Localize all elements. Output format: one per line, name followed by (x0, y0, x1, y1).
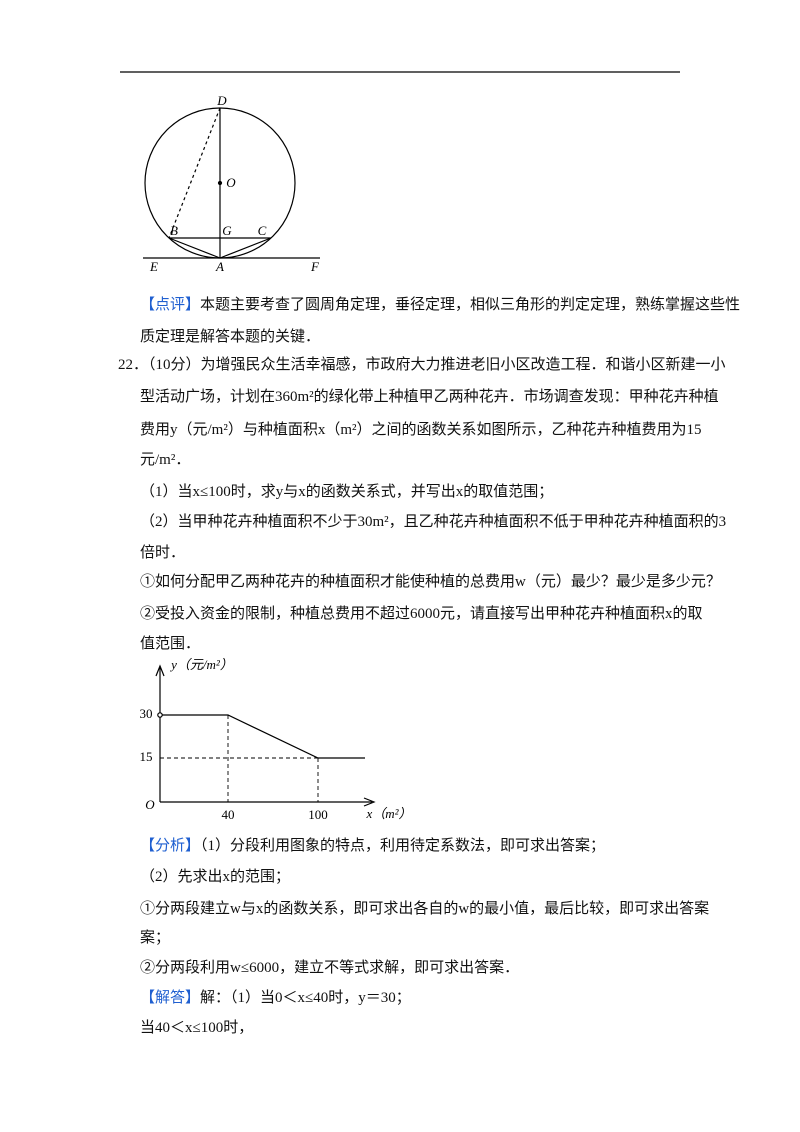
point-label: O (226, 175, 236, 190)
tick-label: 100 (308, 807, 328, 822)
axis-label: x（m²） (365, 806, 411, 821)
text: （1）当x≤100时，求y与x的函数关系式，并写出x的取值范围； (140, 484, 554, 500)
problem-score: （10分） (148, 357, 201, 373)
tick-label: 15 (140, 749, 153, 764)
text: （2）先求出x的范围； (140, 869, 291, 885)
text: 本题主要考查了圆周角定理，垂径定理，相似三角形的判定定理，熟练掌握这些性 (200, 297, 741, 313)
text: 型活动广场，计划在360m²的绿化带上种植甲乙两种花卉．市场调查发现：甲种花卉种… (140, 389, 719, 405)
text: 费用y（元/m²）与种植面积x（m²）之间的函数关系如图所示，乙种花卉种植费用为… (140, 422, 702, 438)
axis-label: y（元/m²） (169, 657, 233, 672)
point-label: G (222, 223, 232, 238)
point-label: D (216, 93, 227, 108)
text: ①如何分配甲乙两种花卉的种植面积才能使种植的总费用w（元）最少？最少是多少元？ (140, 574, 721, 590)
answer-line: 【解答】解：（1）当0＜x≤40时，y＝30； (140, 988, 411, 1008)
analysis-line: 【分析】（1）分段利用图象的特点，利用待定系数法，即可求出答案； (140, 836, 605, 856)
point-label: F (310, 259, 320, 274)
text: 当40＜x≤100时， (140, 1020, 254, 1036)
text: 为增强民众生活幸福感，市政府大力推进老旧小区改造工程．和谐小区新建一小 (200, 357, 726, 373)
point-label: C (258, 223, 267, 238)
comment-tag: 【点评】 (140, 297, 201, 313)
problem-number: 22． (118, 357, 149, 373)
answer-tag: 【解答】 (140, 990, 201, 1006)
tick-label: 30 (140, 706, 153, 721)
text: 解：（1）当0＜x≤40时，y＝30； (200, 990, 411, 1006)
text: （2）当甲种花卉种植面积不少于30m²，且乙种花卉种植面积不低于甲种花卉种植面积… (140, 514, 727, 530)
text: ②分两段利用w≤6000，建立不等式求解，即可求出答案． (140, 960, 520, 976)
origin-label: O (145, 797, 155, 812)
tick-label: 40 (222, 807, 235, 822)
text: ②受投入资金的限制，种植总费用不超过6000元，请直接写出甲种花卉种植面积x的取 (140, 606, 703, 622)
problem-line: 22．（10分）为增强民众生活幸福感，市政府大力推进老旧小区改造工程．和谐小区新… (118, 355, 726, 375)
function-graph (155, 664, 376, 807)
text: （1）分段利用图象的特点，利用待定系数法，即可求出答案； (200, 838, 606, 854)
text: 值范围． (140, 636, 201, 652)
text: 倍时． (140, 545, 186, 561)
point-label: A (215, 259, 224, 274)
circle-figure (143, 107, 320, 259)
point-label: B (170, 223, 178, 238)
text: 案； (140, 930, 171, 946)
text: 元/m²． (140, 452, 191, 468)
analysis-tag: 【分析】 (140, 838, 201, 854)
text: ①分两段建立w与x的函数关系，即可求出各自的w的最小值，最后比较，即可求出答案 (140, 901, 710, 917)
comment-line: 【点评】本题主要考查了圆周角定理，垂径定理，相似三角形的判定定理，熟练掌握这些性 (140, 295, 740, 315)
text: 质定理是解答本题的关键． (140, 329, 321, 345)
point-label: E (149, 259, 158, 274)
